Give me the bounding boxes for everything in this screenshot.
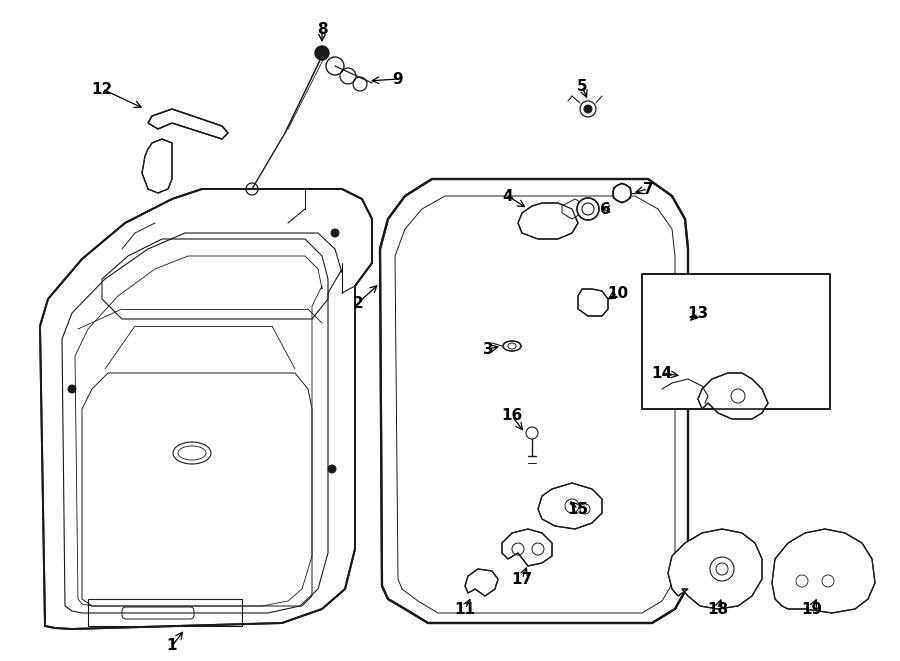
- Text: 3: 3: [482, 342, 493, 356]
- Text: 12: 12: [92, 81, 112, 97]
- Polygon shape: [502, 529, 552, 566]
- Polygon shape: [142, 139, 172, 193]
- Polygon shape: [668, 529, 762, 609]
- Bar: [642, 274, 830, 409]
- Circle shape: [331, 229, 339, 237]
- Polygon shape: [380, 179, 688, 623]
- Text: 19: 19: [801, 602, 823, 617]
- Text: 4: 4: [503, 188, 513, 204]
- Circle shape: [534, 215, 542, 223]
- Text: 17: 17: [511, 572, 533, 586]
- Text: 16: 16: [501, 408, 523, 424]
- Text: 8: 8: [317, 22, 328, 36]
- Circle shape: [584, 105, 592, 113]
- Polygon shape: [518, 203, 578, 239]
- Polygon shape: [40, 189, 372, 629]
- Polygon shape: [698, 373, 768, 419]
- Polygon shape: [538, 483, 602, 529]
- Text: 1: 1: [166, 639, 177, 654]
- Polygon shape: [465, 569, 498, 596]
- Ellipse shape: [503, 341, 521, 351]
- Circle shape: [551, 215, 559, 223]
- Text: 11: 11: [454, 602, 475, 617]
- Text: 15: 15: [567, 502, 589, 516]
- Polygon shape: [148, 109, 228, 139]
- Circle shape: [577, 198, 599, 220]
- Text: 5: 5: [577, 79, 588, 93]
- Circle shape: [613, 184, 631, 202]
- Polygon shape: [772, 529, 875, 613]
- Text: 18: 18: [707, 602, 729, 617]
- Text: 14: 14: [652, 366, 672, 381]
- Text: 7: 7: [643, 182, 653, 196]
- Circle shape: [315, 46, 329, 60]
- Bar: [642, 274, 830, 409]
- Circle shape: [328, 465, 336, 473]
- Text: 9: 9: [392, 71, 403, 87]
- Text: 2: 2: [353, 295, 364, 311]
- Polygon shape: [562, 199, 582, 219]
- Text: 10: 10: [608, 286, 628, 301]
- Circle shape: [68, 385, 76, 393]
- Polygon shape: [578, 289, 608, 316]
- Text: 13: 13: [688, 305, 708, 321]
- Polygon shape: [613, 183, 631, 203]
- Text: 6: 6: [599, 202, 610, 217]
